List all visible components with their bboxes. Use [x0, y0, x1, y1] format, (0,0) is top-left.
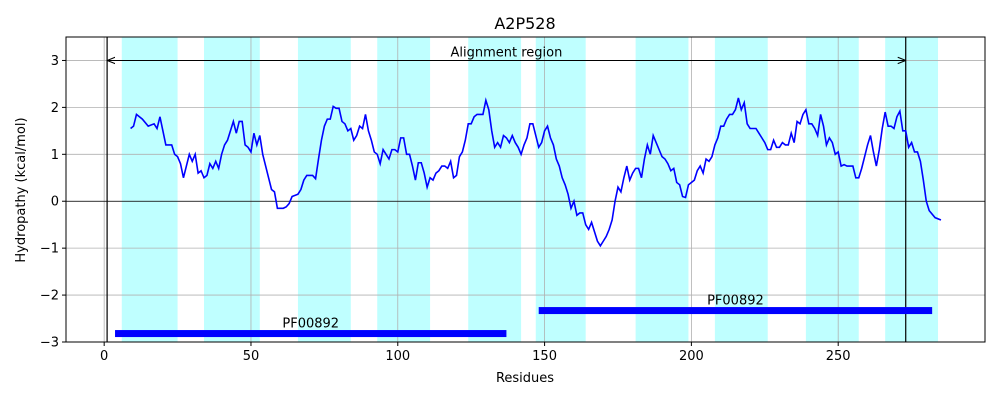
- x-tick-label: 0: [100, 349, 108, 364]
- hydropathy-line: [130, 97, 942, 248]
- region-band: [535, 37, 586, 342]
- plot-frame: [65, 36, 986, 343]
- y-tick-label: 0: [51, 195, 59, 210]
- region-band: [121, 37, 178, 342]
- domain-label: PF00892: [707, 294, 764, 309]
- y-axis-label: Hydropathy (kcal/mol): [14, 117, 29, 262]
- x-tick-label: 50: [243, 349, 260, 364]
- region-band: [297, 37, 351, 342]
- domain-bar: [115, 330, 507, 338]
- region-band: [468, 37, 522, 342]
- x-tick-label: 200: [679, 349, 704, 364]
- x-tick-label: 100: [385, 349, 410, 364]
- y-tick-label: −2: [40, 289, 59, 304]
- alignment-label: Alignment region: [450, 45, 562, 60]
- region-band: [805, 37, 859, 342]
- region-band: [635, 37, 689, 342]
- domain-bar: [538, 307, 933, 315]
- y-tick-label: 2: [51, 101, 59, 116]
- region-band: [377, 37, 431, 342]
- x-tick-label: 150: [532, 349, 557, 364]
- x-axis-label: Residues: [496, 371, 554, 386]
- y-tick-label: −1: [40, 242, 59, 257]
- chart-title: A2P528: [494, 14, 555, 33]
- region-band: [714, 37, 768, 342]
- region-band: [203, 37, 260, 342]
- x-tick-label: 250: [826, 349, 851, 364]
- y-tick-label: 3: [51, 54, 59, 69]
- region-band: [885, 37, 939, 342]
- domain-label: PF00892: [282, 317, 339, 332]
- y-tick-label: 1: [51, 148, 59, 163]
- y-tick-label: −3: [40, 336, 59, 351]
